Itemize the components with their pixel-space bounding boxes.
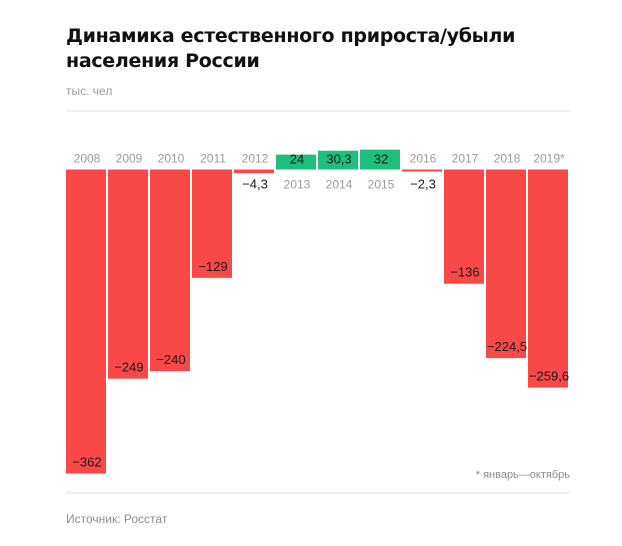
data-label-2012: −4,3 bbox=[242, 177, 268, 192]
tick-label-2018: 2018 bbox=[494, 152, 521, 166]
bar-2008 bbox=[66, 169, 106, 474]
tick-label-2016: 2016 bbox=[410, 152, 437, 166]
tick-label-2012: 2012 bbox=[242, 152, 269, 166]
data-label-2011: −129 bbox=[198, 259, 227, 274]
tick-label-2015: 2015 bbox=[368, 178, 395, 192]
bar-2012 bbox=[234, 169, 274, 174]
tick-label-2009: 2009 bbox=[116, 152, 143, 166]
data-label-2016: −2,3 bbox=[410, 177, 436, 192]
tick-label-2019*: 2019* bbox=[533, 152, 565, 166]
tick-label-2008: 2008 bbox=[74, 152, 101, 166]
data-label-2013: 24 bbox=[290, 152, 304, 167]
footnote: * январь—октябрь bbox=[475, 469, 570, 481]
data-label-2010: −240 bbox=[156, 352, 185, 367]
data-label-2018: −224,5 bbox=[487, 339, 527, 354]
bar-2017 bbox=[444, 169, 484, 284]
data-label-2017: −136 bbox=[450, 265, 479, 280]
bar-2014 bbox=[318, 150, 358, 170]
tick-label-2017: 2017 bbox=[452, 152, 479, 166]
bars-layer: 2008 −362 2009 −249 2010 −240 2011 −129 2012 −4,3… bbox=[66, 149, 569, 474]
tick-label-2014: 2014 bbox=[326, 178, 353, 192]
tick-label-2011: 2011 bbox=[200, 152, 226, 166]
data-label-2009: −249 bbox=[114, 360, 143, 375]
data-label-2019*: −259,6 bbox=[529, 369, 569, 384]
bar-2019* bbox=[528, 169, 568, 388]
tick-label-2010: 2010 bbox=[158, 152, 185, 166]
unit-label: тыс. чел bbox=[66, 84, 113, 98]
data-label-2008: −362 bbox=[72, 455, 101, 470]
bar-2011 bbox=[192, 169, 232, 278]
tick-label-2013: 2013 bbox=[284, 178, 311, 192]
data-label-2015: 32 bbox=[374, 152, 388, 167]
source-note: Источник: Росстат bbox=[66, 512, 168, 526]
chart-title: Динамика естественного прироста/убыли на… bbox=[66, 25, 516, 72]
bar-2013 bbox=[276, 154, 316, 170]
bar-2015 bbox=[360, 149, 400, 170]
bar-2018 bbox=[486, 169, 526, 359]
bar-2009 bbox=[108, 169, 148, 379]
bar-2010 bbox=[150, 169, 190, 372]
data-label-2014: 30,3 bbox=[326, 152, 351, 167]
bar-2016 bbox=[402, 169, 442, 172]
